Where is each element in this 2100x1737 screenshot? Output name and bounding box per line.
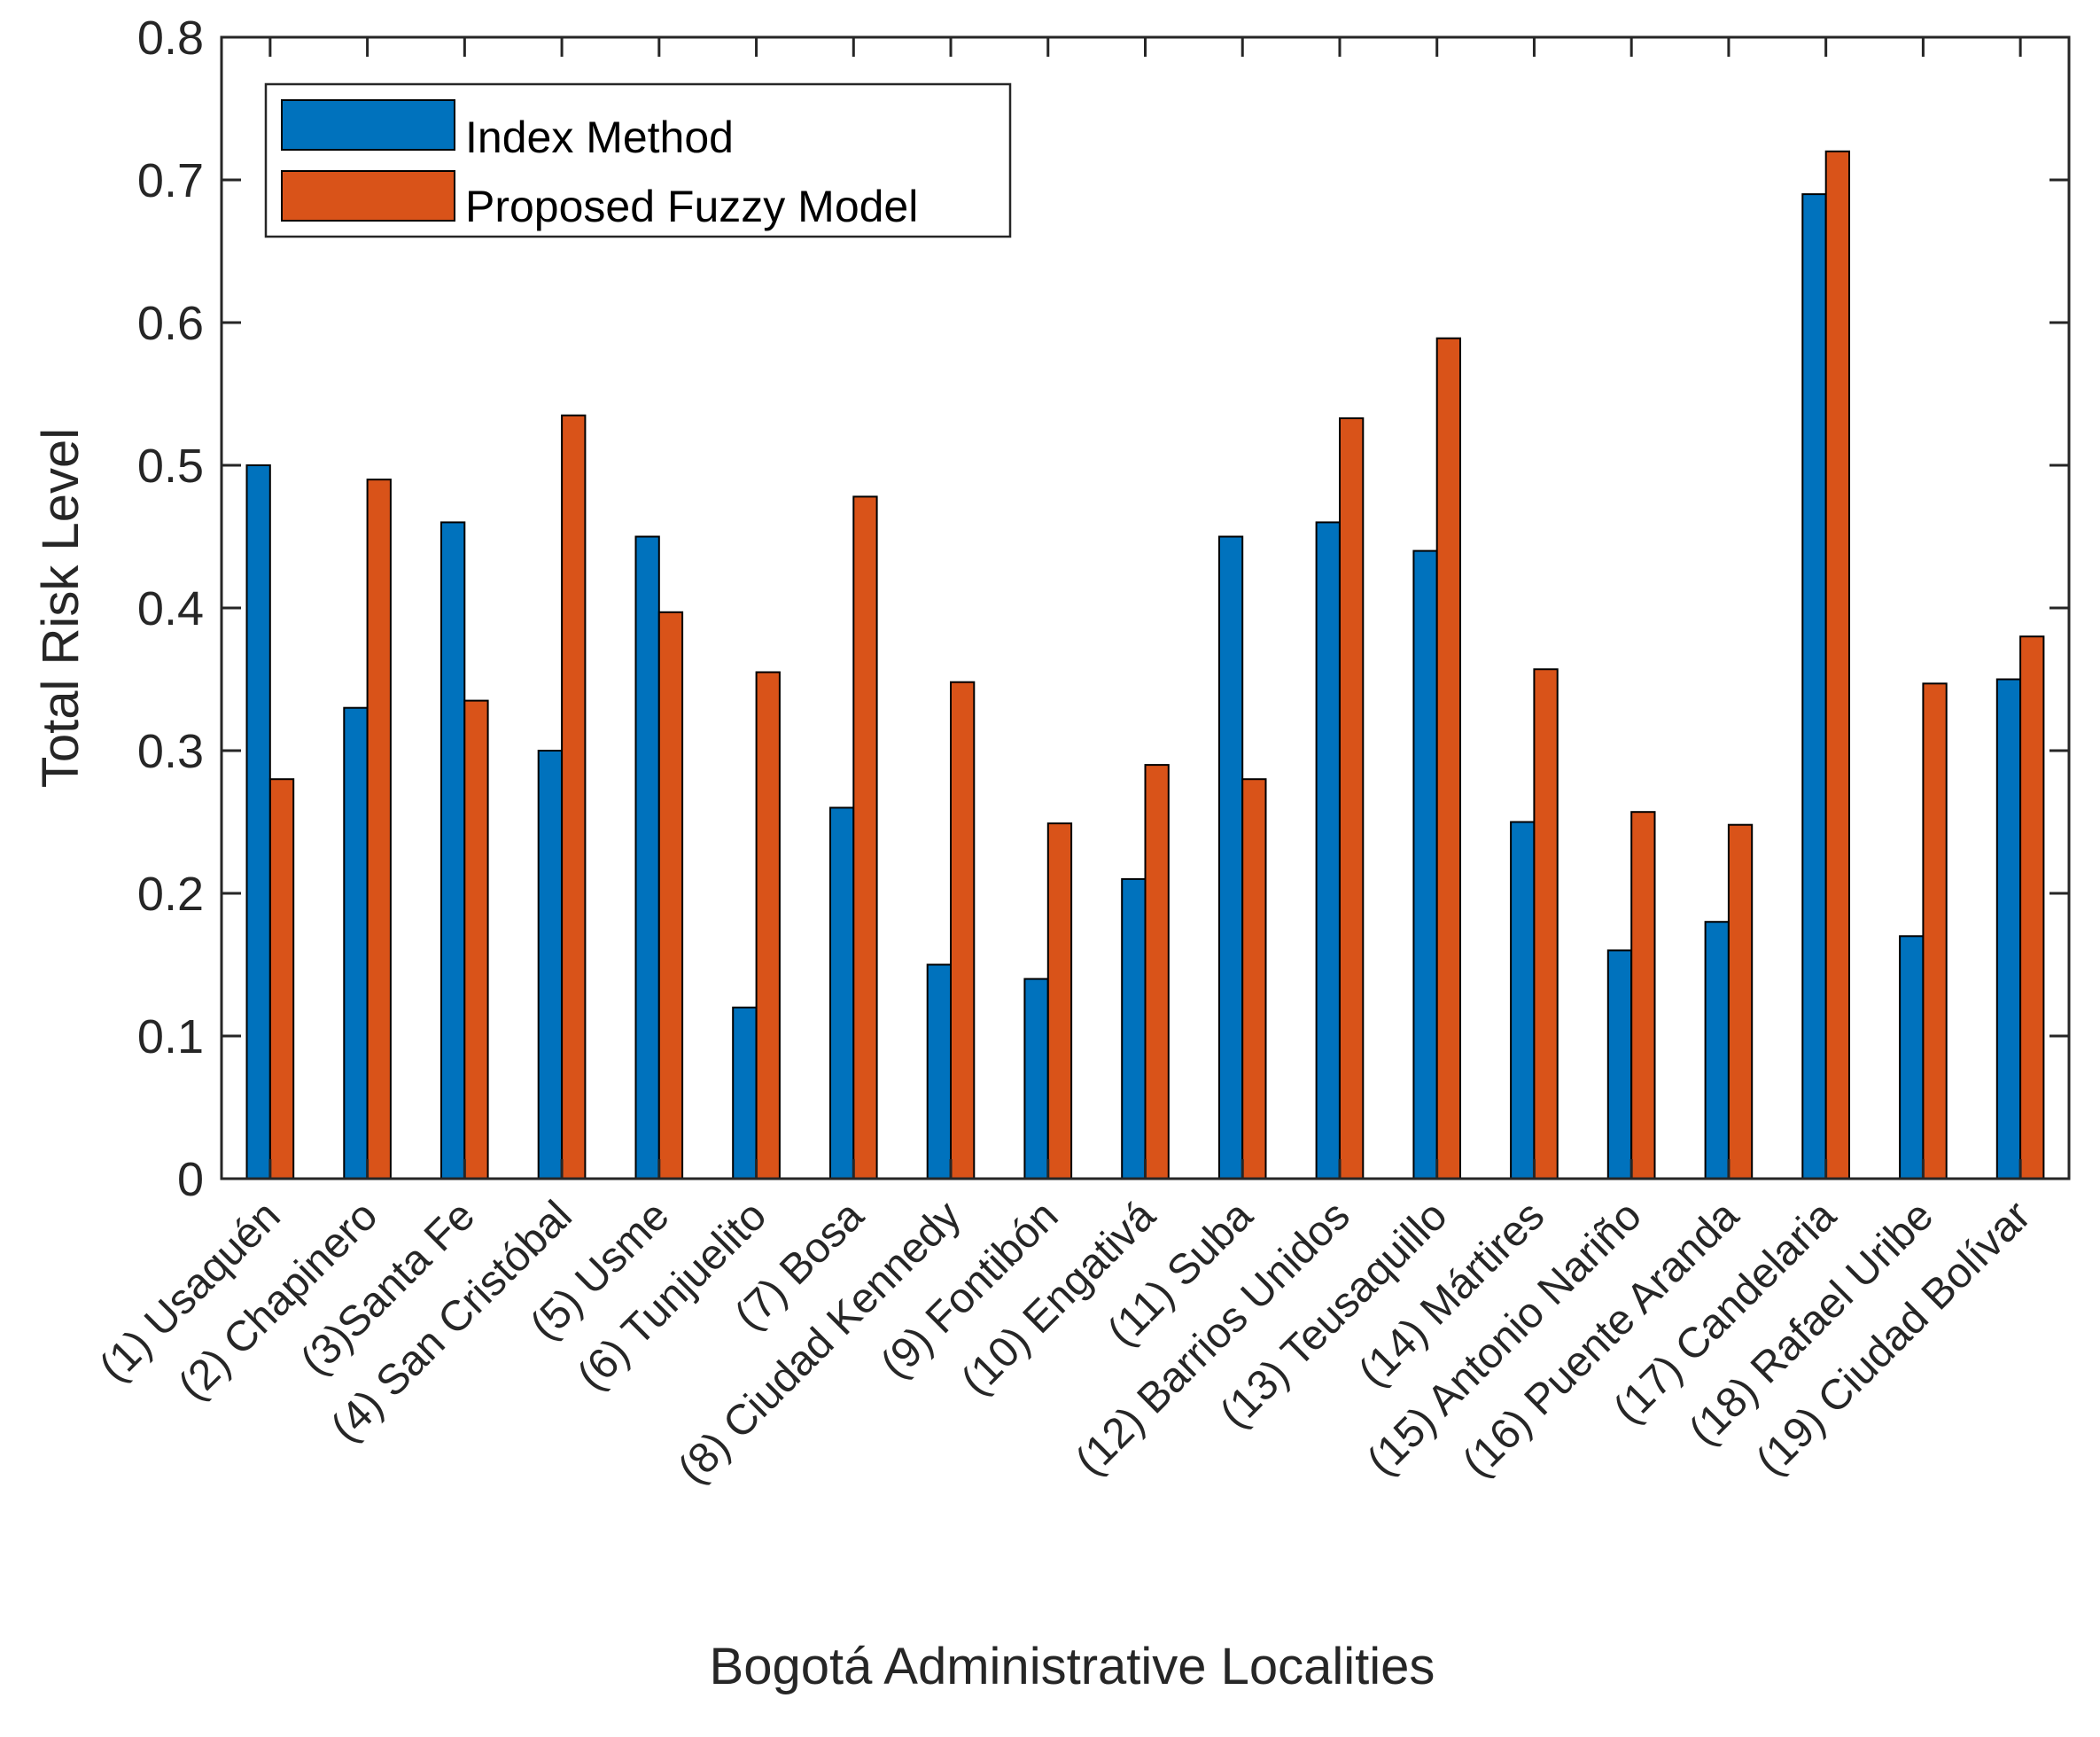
bar-index-method-14 [1510,821,1536,1180]
bar-fuzzy-model-13 [1435,337,1461,1180]
bar-index-method-13 [1412,549,1438,1180]
bar-index-method-9 [1023,978,1049,1180]
bar-fuzzy-model-16 [1727,823,1754,1180]
y-tick-label: 0.3 [137,725,204,778]
bar-index-method-3 [440,521,466,1180]
bar-index-method-11 [1217,535,1244,1180]
bar-index-method-19 [1995,678,2022,1180]
bars-group [245,150,2045,1180]
bar-fuzzy-model-15 [1630,811,1656,1180]
y-axis-label: Total Risk Level [32,428,89,788]
y-tick-label: 0.7 [137,154,204,207]
bar-index-method-8 [926,963,952,1180]
bar-index-method-10 [1121,877,1147,1180]
y-tick-label: 0.4 [137,582,204,635]
y-tick-label: 0.2 [137,868,204,921]
bar-fuzzy-model-8 [950,681,976,1180]
bar-index-method-1 [245,464,271,1180]
category-labels-group: (1) Usaquén(2) Chapinero(3)Santa Fe(4) S… [90,1192,2040,1493]
axes-box [220,35,2071,1180]
bar-fuzzy-model-3 [463,699,489,1180]
bar-index-method-12 [1315,521,1341,1180]
x-ticks-group [268,37,2022,1179]
bar-fuzzy-model-9 [1046,822,1073,1180]
legend-swatch-index-method [281,99,455,151]
legend-label-proposed-fuzzy-model: Proposed Fuzzy Model [465,182,918,231]
bar-index-method-4 [537,750,564,1180]
bar-fuzzy-model-2 [366,479,392,1180]
bar-fuzzy-model-18 [1922,682,1948,1180]
bar-fuzzy-model-6 [755,671,781,1180]
bar-fuzzy-model-4 [561,414,587,1180]
bar-index-method-18 [1899,935,1925,1180]
bar-fuzzy-model-17 [1824,150,1850,1180]
bar-fuzzy-model-11 [1241,778,1267,1180]
x-axis-label: Bogotá Administrative Localities [710,1638,1435,1695]
bar-fuzzy-model-1 [268,778,295,1180]
bar-index-method-2 [343,706,369,1180]
bar-index-method-15 [1606,949,1633,1180]
bar-fuzzy-model-5 [657,611,684,1180]
bar-index-method-6 [732,1006,758,1180]
y-tick-label: 0 [177,1153,204,1206]
bar-index-method-16 [1704,921,1730,1180]
bar-fuzzy-model-10 [1144,764,1170,1180]
y-tick-label: 0.8 [137,12,204,65]
y-tick-label: 0.5 [137,440,204,493]
bar-index-method-5 [634,535,660,1180]
bar-fuzzy-model-19 [2019,635,2045,1180]
y-ticks-group: 0 0.1 0.2 0.3 0.4 0.5 0.6 0.7 0.8 [137,12,2069,1206]
bar-index-method-17 [1801,193,1827,1180]
bar-index-method-7 [829,806,855,1180]
legend-label-index-method: Index Method [465,113,734,162]
bar-fuzzy-model-7 [852,495,878,1180]
legend: Index Method Proposed Fuzzy Model [264,82,1012,238]
legend-swatch-proposed-fuzzy-model [281,170,455,222]
bar-fuzzy-model-14 [1533,668,1559,1180]
y-tick-label: 0.1 [137,1010,204,1063]
y-tick-label: 0.6 [137,297,204,350]
bar-fuzzy-model-12 [1339,417,1365,1180]
